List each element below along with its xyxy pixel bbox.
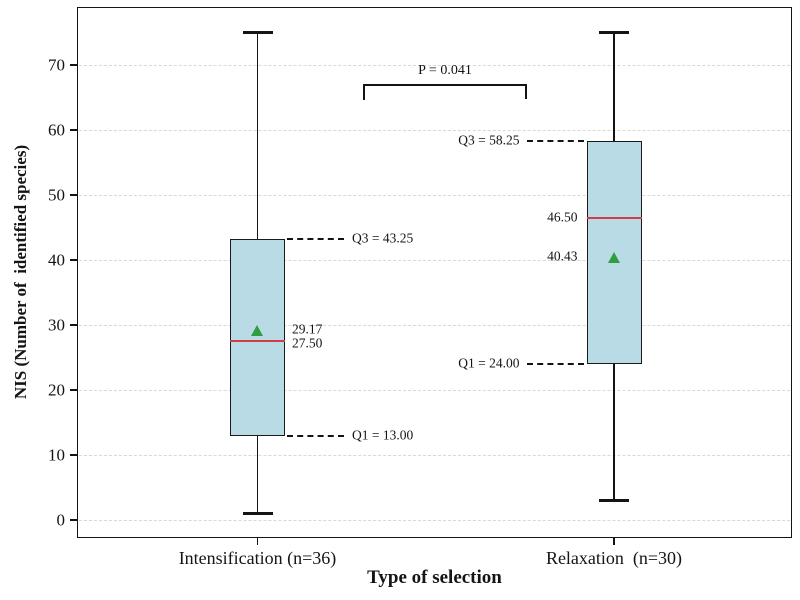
y-tick-mark — [70, 259, 77, 261]
y-tick-mark — [70, 324, 77, 326]
x-tick-mark — [256, 538, 259, 545]
y-tick-mark — [70, 519, 77, 521]
median-line — [586, 216, 642, 219]
whisker-cap-bottom — [242, 512, 273, 515]
y-axis-title: NIS (Number of identified species) — [11, 144, 30, 400]
significance-bracket-right-tick — [525, 84, 527, 99]
whisker-cap-bottom — [599, 499, 629, 502]
y-tick-mark — [70, 194, 77, 196]
y-tick-mark — [70, 64, 77, 66]
q1-connector-line — [287, 434, 344, 437]
whisker-cap-top — [599, 31, 629, 34]
q1-connector-line — [526, 363, 584, 365]
q1-value-label: Q1 = 13.00 — [352, 427, 414, 443]
y-tick-label: 70 — [48, 55, 65, 75]
x-tick-mark — [613, 538, 615, 545]
gridline — [79, 130, 790, 131]
median-value-label: 27.50 — [292, 335, 323, 351]
y-tick-label: 40 — [48, 250, 65, 270]
q3-value-label: Q3 = 43.25 — [352, 230, 414, 246]
x-category-label: Relaxation (n=30) — [545, 548, 683, 568]
gridline — [79, 325, 790, 326]
y-tick-label: 10 — [48, 445, 65, 465]
median-value-label: 46.50 — [547, 209, 578, 225]
p-value-label: P = 0.041 — [418, 63, 472, 78]
y-tick-label: 30 — [48, 315, 65, 335]
gridline — [79, 455, 790, 456]
y-tick-mark — [70, 389, 77, 391]
gridline — [79, 195, 790, 196]
plot-area — [77, 7, 792, 538]
q1-value-label: Q1 = 24.00 — [458, 355, 520, 371]
significance-bracket-bar — [363, 84, 527, 86]
whisker-cap-top — [242, 31, 273, 34]
x-axis-title: Type of selection — [367, 567, 502, 588]
significance-bracket-left-tick — [363, 84, 365, 100]
gridline — [79, 65, 790, 66]
gridline — [79, 260, 790, 261]
y-tick-label: 60 — [48, 120, 65, 140]
q3-connector-line — [526, 140, 584, 143]
y-tick-label: 0 — [56, 510, 66, 530]
mean-value-label: 29.17 — [292, 321, 323, 337]
x-category-label: Intensification (n=36) — [178, 548, 337, 568]
y-tick-mark — [70, 129, 77, 131]
y-tick-label: 20 — [48, 380, 65, 400]
q3-connector-line — [287, 237, 344, 240]
mean-triangle-marker — [251, 324, 263, 336]
y-tick-mark — [70, 454, 77, 456]
box-iqr — [230, 238, 285, 436]
mean-value-label: 40.43 — [547, 248, 578, 264]
gridline — [79, 520, 790, 521]
gridline — [79, 390, 790, 391]
median-line — [230, 340, 285, 343]
y-tick-label: 50 — [48, 185, 65, 205]
mean-triangle-marker — [607, 251, 620, 263]
q3-value-label: Q3 = 58.25 — [458, 132, 520, 148]
